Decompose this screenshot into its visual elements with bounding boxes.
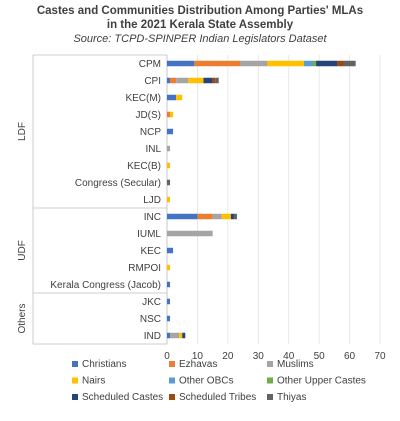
gridlines — [166, 55, 381, 344]
bar-inc-scheduled-castes — [230, 213, 234, 220]
bar-cpm-scheduled-tribes — [337, 60, 344, 67]
chart-title-line2: in the 2021 Kerala State Assembly — [107, 19, 294, 31]
category-label-congress-secular: Congress (Secular) — [75, 178, 161, 189]
x-tick-10: 10 — [192, 351, 204, 362]
category-labels: CPM CPI KEC(M) JD(S) NCP INL KEC(B) Congress (S… — [50, 59, 161, 342]
bar-cpi-thiyas — [215, 77, 219, 84]
bar-cpm-scheduled-castes — [316, 60, 338, 67]
category-label-iuml: IUML — [137, 229, 161, 240]
bar-cpm-other-upper-castes — [313, 60, 317, 67]
bar-nsc-christians — [167, 315, 171, 322]
bar-cpm-christians — [167, 60, 195, 67]
group-label-others: Others — [17, 303, 28, 333]
legend-label-christians: Christians — [82, 359, 126, 370]
bar-inc-muslims — [212, 213, 222, 220]
bar-ljd-nairs — [167, 196, 171, 203]
bar-ind-scheduled-castes — [182, 332, 186, 339]
legend-label-nairs: Nairs — [82, 376, 105, 387]
bar-jd-s-ezhavas — [167, 111, 171, 118]
category-label-kec-b: KEC(B) — [127, 161, 161, 172]
legend-swatch-muslims — [267, 361, 273, 367]
bar-iuml-muslims — [167, 230, 213, 237]
x-tick-30: 30 — [253, 351, 265, 362]
bar-inc-thiyas — [233, 213, 237, 220]
bar-cpm-nairs — [267, 60, 304, 67]
legend-label-scheduled-castes: Scheduled Castes — [82, 392, 163, 403]
legend-swatch-other-upper-castes — [267, 377, 273, 384]
category-label-kec: KEC — [140, 246, 161, 257]
bar-rmpoi-nairs — [167, 264, 171, 271]
x-tick-50: 50 — [314, 351, 326, 362]
bar-jd-s-nairs — [170, 111, 174, 118]
chart-title-line1: Castes and Communities Distribution Amon… — [37, 5, 363, 17]
category-label-ncp: NCP — [140, 127, 161, 138]
x-tick-labels: 0 10 20 30 40 50 60 70 — [164, 351, 386, 362]
legend-swatch-nairs — [72, 377, 78, 384]
legend: Christians Ezhavas Muslims Nairs Other OBCs O… — [72, 359, 366, 403]
bar-cpi-christians — [167, 77, 171, 84]
category-label-inl: INL — [145, 144, 161, 155]
bar-cpi-ezhavas — [170, 77, 177, 84]
bar-cpm-muslims — [240, 60, 268, 67]
category-label-jkc: JKC — [142, 297, 161, 308]
bar-cpm-thiyas — [343, 60, 356, 67]
bar-kec-b-nairs — [167, 162, 171, 169]
group-label-udf: UDF — [17, 240, 28, 261]
legend-label-other-obcs: Other OBCs — [179, 376, 233, 387]
legend-label-thiyas: Thiyas — [277, 392, 306, 403]
bar-ind-christians — [167, 332, 171, 339]
bar-cpm-ezhavas — [194, 60, 241, 67]
x-tick-60: 60 — [344, 351, 356, 362]
bar-kec-christians — [167, 247, 174, 254]
bar-cpi-muslims — [176, 77, 189, 84]
bar-inc-nairs — [221, 213, 231, 220]
category-label-kec-m: KEC(M) — [125, 93, 161, 104]
x-tick-70: 70 — [374, 351, 386, 362]
chart-subtitle: Source: TCPD-SPINPER Indian Legislators … — [73, 33, 327, 45]
group-brackets: LDF UDF Others — [17, 54, 167, 345]
legend-swatch-scheduled-tribes — [169, 394, 175, 400]
category-label-rmpoi: RMPOI — [128, 263, 161, 274]
bar-congress-secular-thiyas — [167, 179, 171, 186]
legend-label-ezhavas: Ezhavas — [179, 359, 217, 370]
legend-swatch-thiyas — [267, 394, 273, 400]
category-label-cpm: CPM — [139, 59, 161, 70]
legend-label-muslims: Muslims — [277, 359, 314, 370]
category-label-ljd: LJD — [143, 195, 161, 206]
bar-inc-christians — [167, 213, 198, 220]
category-label-nsc: NSC — [140, 314, 161, 325]
bar-cpm-other-obcs — [303, 60, 314, 67]
bar-inl-muslims — [167, 145, 171, 152]
x-tick-0: 0 — [164, 351, 170, 362]
bar-jkc-christians — [167, 298, 171, 305]
bar-inc-ezhavas — [197, 213, 213, 220]
bar-ncp-christians — [167, 128, 174, 135]
group-label-ldf: LDF — [17, 122, 28, 141]
legend-label-scheduled-tribes: Scheduled Tribes — [179, 392, 256, 403]
legend-swatch-ezhavas — [169, 361, 175, 367]
category-label-jd-s: JD(S) — [135, 110, 161, 121]
legend-swatch-scheduled-castes — [72, 394, 78, 400]
legend-label-other-upper-castes: Other Upper Castes — [277, 376, 366, 387]
bar-ind-muslims — [170, 332, 180, 339]
x-tick-20: 20 — [222, 351, 234, 362]
legend-swatch-christians — [72, 361, 78, 367]
x-tick-40: 40 — [283, 351, 295, 362]
bar-kerala-congress-jacob-christians — [167, 281, 171, 288]
category-label-ind: IND — [144, 331, 161, 342]
bar-cpi-scheduled-tribes — [212, 77, 216, 84]
bar-ind-nairs — [179, 332, 183, 339]
bar-cpi-nairs — [188, 77, 204, 84]
bar-kec-m-christians — [167, 94, 177, 101]
bar-cpi-scheduled-castes — [203, 77, 213, 84]
category-label-inc: INC — [144, 212, 161, 223]
bars — [167, 60, 356, 339]
category-label-kerala-congress-jacob: Kerala Congress (Jacob) — [50, 280, 161, 291]
category-label-cpi: CPI — [144, 76, 161, 87]
legend-swatch-other-obcs — [169, 377, 175, 384]
bar-kec-m-nairs — [176, 94, 183, 101]
